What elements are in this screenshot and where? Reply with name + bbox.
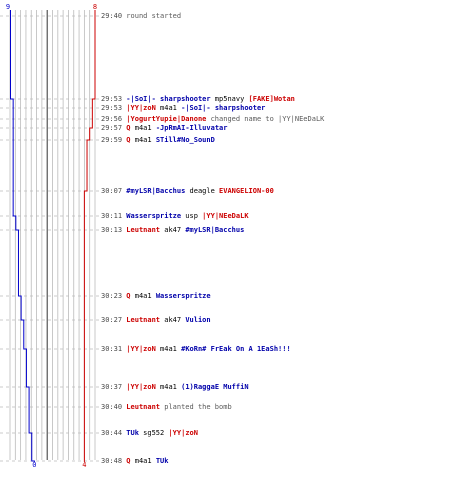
red-player-name: [FAKE]Wotan [248, 95, 295, 103]
event-time: 30:27 [101, 316, 127, 324]
red-player-name: Leutnant [126, 403, 161, 411]
blue-player-name: Wasserspritze [155, 292, 211, 300]
alive-count-lines [10, 10, 96, 462]
event-time: 30:40 [101, 403, 127, 411]
event-weapon: ak47 [160, 316, 186, 324]
event-weapon: mp5navy [210, 95, 249, 103]
blue-player-name: -JpRmAI-Illuvatar [155, 124, 228, 132]
red-team-alive-line [83, 10, 96, 462]
event-weapon: usp [181, 212, 203, 220]
event-row: 30:23 Q m4a1 Wasserspritze [101, 291, 211, 301]
event-guide-lines [0, 15, 100, 462]
event-time: 30:13 [101, 226, 127, 234]
event-row: 30:07 #myLSR|Bacchus deagle EVANGELION-0… [101, 186, 274, 196]
red-player-name: |YogurtYupie|Danone [126, 115, 207, 123]
blue-player-name: -|SoI|- sharpshooter [126, 95, 211, 103]
red-player-name: |YY|zoN [126, 104, 156, 112]
event-text: round started [126, 12, 182, 20]
event-weapon: m4a1 [130, 124, 156, 132]
round-timeline-chart: 9 8 0 4 [0, 3, 100, 469]
red-end-count-label: 4 [82, 461, 86, 469]
axis-labels: 9 8 0 4 [6, 3, 97, 469]
red-player-name: Q [126, 292, 131, 300]
red-player-name: |YY|zoN [126, 383, 156, 391]
event-row: 30:48 Q m4a1 TUk [101, 456, 168, 466]
event-time: 30:37 [101, 383, 127, 391]
blue-player-name: -|SoI|- sharpshooter [181, 104, 266, 112]
event-row: 29:40 round started [101, 11, 181, 21]
red-player-name: |YY|NEeDaLK [202, 212, 249, 220]
event-text: planted the bomb [160, 403, 232, 411]
event-row: 30:31 |YY|zoN m4a1 #KoRn# FrEak On A 1Ea… [101, 344, 291, 354]
blue-player-name: #myLSR|Bacchus [126, 187, 186, 195]
event-time: 29:53 [101, 104, 127, 112]
event-row: 29:53 -|SoI|- sharpshooter mp5navy [FAKE… [101, 94, 295, 104]
red-player-name: Q [126, 136, 131, 144]
event-time: 30:48 [101, 457, 127, 465]
red-player-name: Leutnant [126, 226, 161, 234]
blue-player-name: #KoRn# FrEak On A 1EaSh!!! [181, 345, 291, 353]
event-row: 30:37 |YY|zoN m4a1 (1)RaggaE MuffiN [101, 382, 249, 392]
blue-player-name: Wasserspritze [126, 212, 182, 220]
event-row: 30:40 Leutnant planted the bomb [101, 402, 232, 412]
blue-end-count-label: 0 [32, 461, 36, 469]
blue-player-name: TUk [155, 457, 169, 465]
event-weapon: sg552 [138, 429, 169, 437]
event-weapon: deagle [185, 187, 220, 195]
blue-player-name: STill#No_SounD [155, 136, 215, 144]
event-weapon: m4a1 [155, 104, 182, 112]
event-weapon: m4a1 [130, 292, 156, 300]
red-player-name: |YY|zoN [168, 429, 198, 437]
event-row: 29:53 |YY|zoN m4a1 -|SoI|- sharpshooter [101, 103, 265, 113]
red-player-name: EVANGELION-00 [219, 187, 274, 195]
event-time: 29:56 [101, 115, 127, 123]
red-player-name: Q [126, 457, 131, 465]
event-weapon: m4a1 [155, 383, 182, 391]
event-row: 29:59 Q m4a1 STill#No_SounD [101, 135, 215, 145]
event-time: 29:59 [101, 136, 127, 144]
red-start-count-label: 8 [93, 3, 97, 11]
event-time: 30:31 [101, 345, 127, 353]
event-text: changed name to |YY|NEeDaLK [206, 115, 325, 123]
blue-player-name: #myLSR|Bacchus [185, 226, 245, 234]
event-time: 30:07 [101, 187, 127, 195]
event-time: 30:23 [101, 292, 127, 300]
event-row: 30:11 Wasserspritze usp |YY|NEeDaLK [101, 211, 249, 221]
event-row: 29:57 Q m4a1 -JpRmAI-Illuvatar [101, 123, 227, 133]
event-time: 30:11 [101, 212, 127, 220]
event-row: 30:13 Leutnant ak47 #myLSR|Bacchus [101, 225, 244, 235]
blue-start-count-label: 9 [6, 3, 10, 11]
event-time: 30:44 [101, 429, 127, 437]
blue-player-name: Vulion [185, 316, 211, 324]
blue-player-name: (1)RaggaE MuffiN [181, 383, 249, 391]
event-time: 29:53 [101, 95, 127, 103]
event-weapon: m4a1 [130, 457, 156, 465]
red-player-name: Leutnant [126, 316, 161, 324]
event-time: 29:40 [101, 12, 127, 20]
red-player-name: Q [126, 124, 131, 132]
event-row: 30:27 Leutnant ak47 Vulion [101, 315, 211, 325]
blue-team-alive-line [10, 10, 35, 462]
event-row: 29:56 |YogurtYupie|Danone changed name t… [101, 114, 324, 124]
event-weapon: m4a1 [130, 136, 156, 144]
blue-player-name: TUk [126, 429, 139, 437]
red-player-name: |YY|zoN [126, 345, 156, 353]
event-time: 29:57 [101, 124, 127, 132]
event-weapon: ak47 [160, 226, 186, 234]
event-row: 30:44 TUk sg552 |YY|zoN [101, 428, 198, 438]
event-weapon: m4a1 [155, 345, 182, 353]
chart-grid [9, 10, 96, 460]
